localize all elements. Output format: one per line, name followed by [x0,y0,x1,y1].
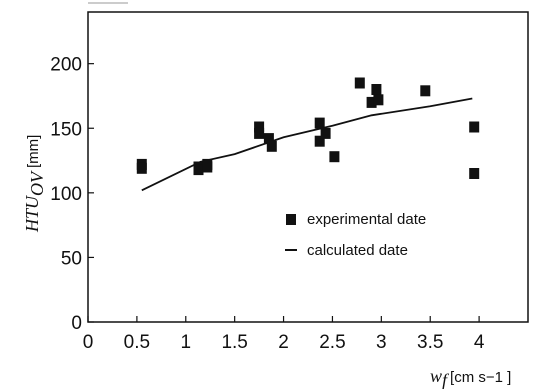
data-point-marker [354,77,365,89]
data-point-marker [314,135,325,147]
data-point-marker [373,94,384,106]
x-tick-label: 2 [278,332,289,353]
data-point-marker [329,151,340,163]
x-axis-subscript: f [442,370,450,389]
legend: experimental date calculated date [285,211,426,259]
x-axis-symbol: w [430,366,442,386]
data-point-marker [469,168,480,179]
data-point-marker [202,161,213,173]
x-tick-label: 1.5 [221,332,247,353]
x-tick-label: 2.5 [319,332,345,353]
data-point-marker [263,133,274,145]
x-tick-label: 3.5 [417,332,443,353]
x-tick-label: 4 [474,332,485,353]
data-point-marker [366,96,377,108]
y-tick-label: 200 [50,55,82,76]
y-axis-symbol: HTU [22,195,42,233]
data-point-marker [371,84,382,95]
plot-frame [87,11,529,323]
x-axis-ticks: 0 0.5 1 1.5 2 2.5 3 3.5 4 [83,316,485,353]
data-point-marker [320,127,331,139]
x-axis-unit: [cm s−1 ] [450,369,511,386]
data-point-marker [266,140,277,152]
y-tick-label: 0 [71,313,82,334]
x-axis-label: wf [cm s−1 ] [430,366,511,389]
x-tick-label: 1 [180,332,191,353]
y-axis-label: HTUOV [mm] [22,135,47,233]
y-tick-label: 150 [50,119,82,140]
data-point-marker [254,127,265,139]
legend-label-calculated: calculated date [307,242,408,259]
data-point-marker [254,121,265,133]
data-point-marker [136,162,147,174]
experimental-series [136,77,480,179]
y-axis-subscript: OV [27,170,47,196]
legend-label-experimental: experimental date [307,211,426,228]
x-tick-label: 3 [376,332,387,353]
calculated-line [141,97,473,192]
calculated-series [141,97,473,192]
data-point-marker [193,164,204,176]
x-tick-label: 0 [83,332,94,353]
y-tick-label: 100 [50,184,82,205]
legend-marker-experimental [286,214,296,225]
data-point-marker [314,117,325,129]
data-point-marker [469,121,480,133]
y-axis-ticks: 0 50 100 150 200 [50,55,94,334]
y-tick-label: 50 [61,248,82,269]
y-axis-unit: [mm] [25,135,42,168]
data-point-marker [420,85,431,97]
x-tick-label: 0.5 [124,332,150,353]
